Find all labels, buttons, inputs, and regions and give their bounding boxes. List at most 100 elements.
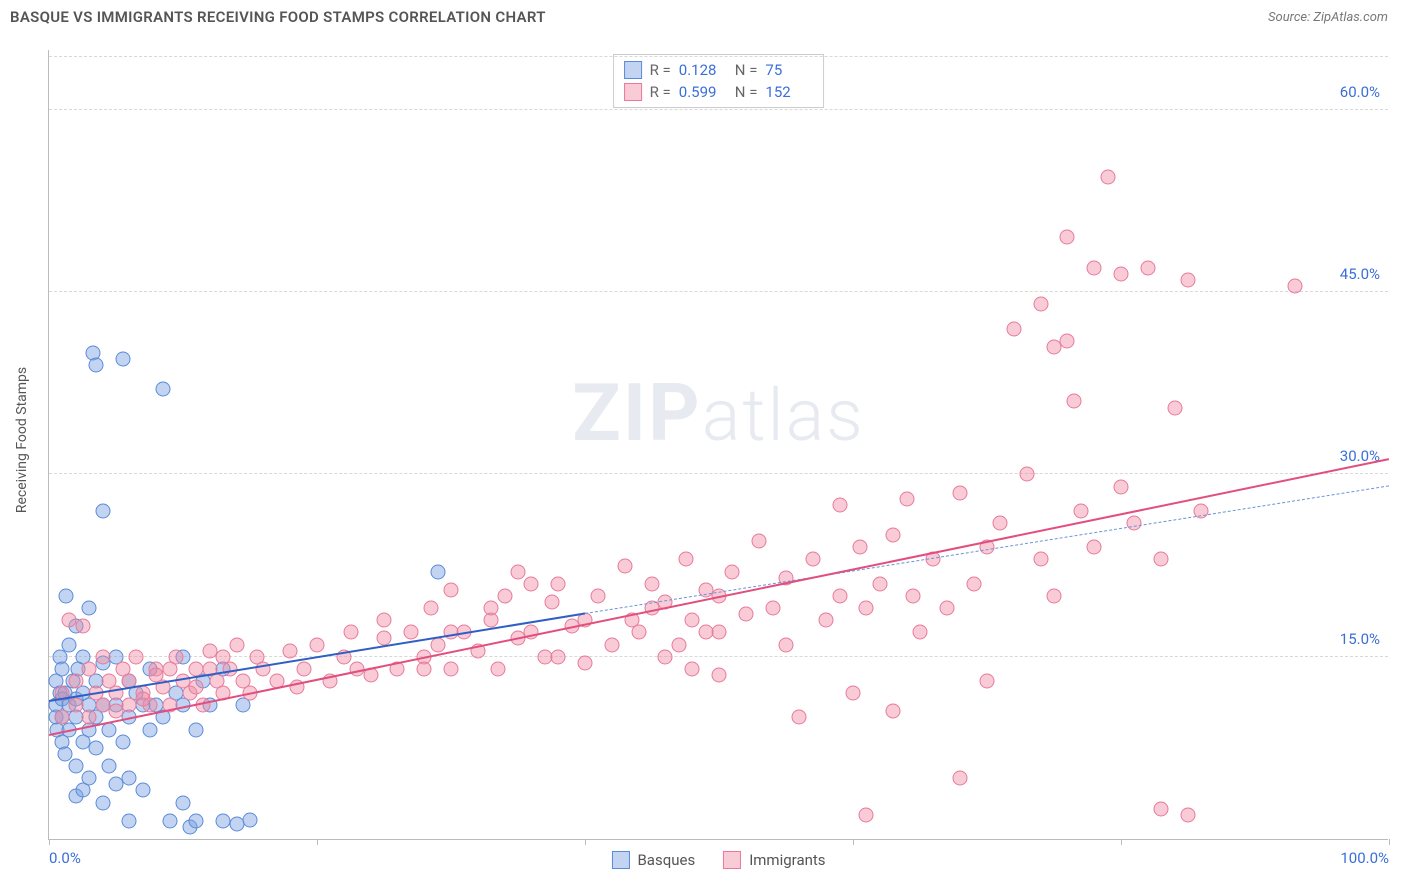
watermark: ZIPatlas [572,366,865,460]
x-tick-label: 0.0% [49,849,81,867]
data-point [155,382,170,397]
data-point [95,795,110,810]
data-point [765,601,780,616]
data-point [805,552,820,567]
y-tick-label: 60.0% [1340,83,1380,101]
data-point [88,740,103,755]
data-point [832,588,847,603]
series-legend-item: Immigrants [723,851,825,869]
data-point [444,582,459,597]
data-point [819,613,834,628]
data-point [1167,400,1182,415]
data-point [591,588,606,603]
correlation-legend: R =0.128N =75R =0.599N =152 [613,54,825,108]
legend-n-value: 75 [765,59,813,81]
data-point [1033,297,1048,312]
legend-swatch [624,61,642,79]
data-point [430,564,445,579]
data-point [678,552,693,567]
data-point [423,601,438,616]
data-point [296,661,311,676]
data-point [189,722,204,737]
x-tick [317,839,318,845]
data-point [859,601,874,616]
x-tick [1121,839,1122,845]
data-point [1006,321,1021,336]
source-attribution: Source: ZipAtlas.com [1268,10,1388,25]
legend-swatch [611,851,629,869]
data-point [484,601,499,616]
data-point [966,576,981,591]
data-point [939,601,954,616]
data-point [59,588,74,603]
data-point [142,722,157,737]
data-point [1154,801,1169,816]
data-point [55,710,70,725]
data-point [115,351,130,366]
scatter-chart: ZIPatlas R =0.128N =75R =0.599N =152 Bas… [48,50,1388,840]
data-point [444,661,459,676]
data-point [1060,333,1075,348]
data-point [129,649,144,664]
data-point [658,649,673,664]
data-point [1181,807,1196,822]
data-point [852,540,867,555]
y-tick-label: 15.0% [1340,630,1380,648]
data-point [698,625,713,640]
data-point [62,637,77,652]
series-legend-item: Basques [611,851,695,869]
data-point [176,795,191,810]
data-point [1154,552,1169,567]
y-axis-title: Receiving Food Stamps [14,367,30,513]
data-point [283,643,298,658]
data-point [551,576,566,591]
legend-row: R =0.128N =75 [624,59,814,81]
trend-line [49,458,1389,736]
data-point [82,771,97,786]
data-point [953,485,968,500]
data-point [578,655,593,670]
legend-n-value: 152 [765,81,813,103]
data-point [1073,503,1088,518]
data-point [524,576,539,591]
legend-n-label: N = [735,59,758,81]
data-point [993,516,1008,531]
data-point [618,558,633,573]
series-legend-label: Immigrants [749,851,825,869]
data-point [685,661,700,676]
data-point [631,625,646,640]
data-point [752,534,767,549]
data-point [1067,394,1082,409]
data-point [1087,260,1102,275]
legend-swatch [624,83,642,101]
legend-r-label: R = [650,81,671,103]
data-point [82,601,97,616]
data-point [82,661,97,676]
data-point [685,613,700,628]
data-point [68,698,83,713]
data-point [1020,467,1035,482]
data-point [88,358,103,373]
data-point [229,637,244,652]
data-point [604,637,619,652]
chart-title: BASQUE VS IMMIGRANTS RECEIVING FOOD STAM… [10,8,546,26]
legend-row: R =0.599N =152 [624,81,814,103]
data-point [82,710,97,725]
data-point [1033,552,1048,567]
data-point [102,759,117,774]
data-point [162,661,177,676]
legend-swatch [723,851,741,869]
x-tick [1389,839,1390,845]
data-point [95,503,110,518]
data-point [886,528,901,543]
data-point [135,783,150,798]
data-point [1114,266,1129,281]
data-point [68,759,83,774]
data-point [122,771,137,786]
data-point [1127,516,1142,531]
x-tick [853,839,854,845]
x-tick-label: 100.0% [1340,849,1389,867]
data-point [645,576,660,591]
x-tick [49,839,50,845]
data-point [68,674,83,689]
